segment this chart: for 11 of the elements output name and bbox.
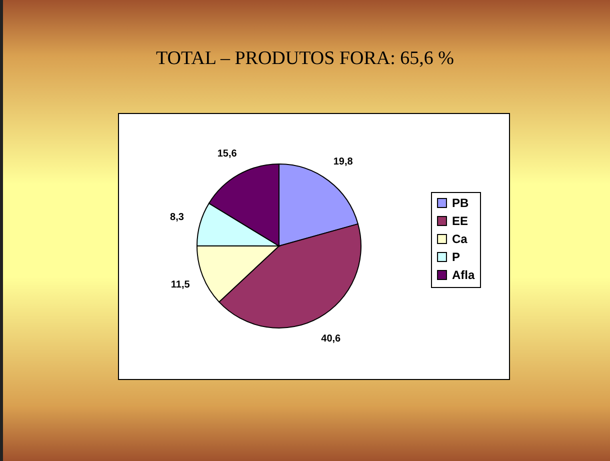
legend-label: Ca <box>452 232 468 246</box>
legend-label: P <box>452 250 460 264</box>
data-label: 40,6 <box>321 333 342 344</box>
chart-title: TOTAL – PRODUTOS FORA: 65,6 % <box>155 48 455 70</box>
data-label: 15,6 <box>217 148 238 160</box>
data-label: 19,8 <box>333 156 354 168</box>
legend-label: Afla <box>452 268 475 282</box>
legend-label: PB <box>452 196 470 210</box>
data-label: 8,3 <box>170 212 184 224</box>
legend-label: EE <box>452 214 468 228</box>
data-label: 11,5 <box>170 280 190 291</box>
